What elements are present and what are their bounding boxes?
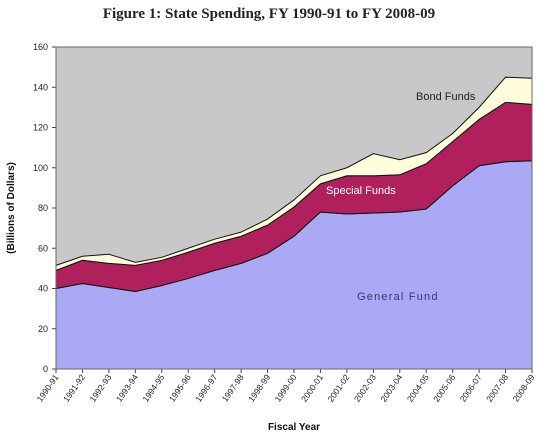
y-tick-label: 160: [33, 42, 48, 52]
x-tick-label: 1998-99: [246, 372, 272, 404]
x-tick-label: 1996-97: [193, 372, 219, 404]
x-tick-label: 1990-91: [35, 372, 61, 404]
y-tick-label: 60: [38, 243, 48, 253]
y-tick-label: 120: [33, 123, 48, 133]
y-tick-label: 40: [38, 284, 48, 294]
y-tick-label: 20: [38, 324, 48, 334]
y-tick-label: 100: [33, 163, 48, 173]
plot-frame: [55, 46, 533, 370]
x-tick-label: 1997-98: [220, 372, 246, 404]
x-tick-label: 2000-01: [299, 372, 325, 404]
x-tick-label: 2006-07: [458, 372, 484, 404]
y-tick-label: 140: [33, 82, 48, 92]
y-axis-label: (Billions of Dollars): [6, 162, 17, 254]
chart-title: Figure 1: State Spending, FY 1990-91 to …: [102, 6, 436, 22]
x-tick-label: 1992-93: [87, 372, 113, 404]
x-tick-label: 2005-06: [431, 372, 457, 404]
x-tick-label: 2007-08: [484, 372, 510, 404]
x-tick-label: 1991-92: [61, 372, 87, 404]
x-tick-label: 2008-09: [511, 372, 537, 404]
series-label-special-funds: Special Funds: [326, 185, 396, 197]
x-tick-label: 1994-95: [140, 372, 166, 404]
x-tick-label: 1999-00: [273, 372, 299, 404]
y-tick-label: 0: [43, 364, 48, 374]
x-axis-ticks: 1990-91 1991-92 1992-93 1993-94 1994-95 1995-…: [35, 369, 537, 404]
x-tick-label: 1995-96: [167, 372, 193, 404]
series-label-general-fund: General Fund: [357, 291, 439, 303]
x-tick-label: 1993-94: [114, 372, 140, 404]
y-axis-ticks: 0 20 40 60 80 100 120 140 160: [33, 42, 56, 374]
x-axis-label: Fiscal Year: [268, 422, 320, 433]
y-tick-label: 80: [38, 203, 48, 213]
x-tick-label: 2002-03: [352, 372, 378, 404]
series-label-bond-funds: Bond Funds: [416, 91, 476, 103]
x-tick-label: 2003-04: [378, 372, 404, 404]
x-tick-label: 2004-05: [405, 372, 431, 404]
x-tick-label: 2001-02: [325, 372, 351, 404]
